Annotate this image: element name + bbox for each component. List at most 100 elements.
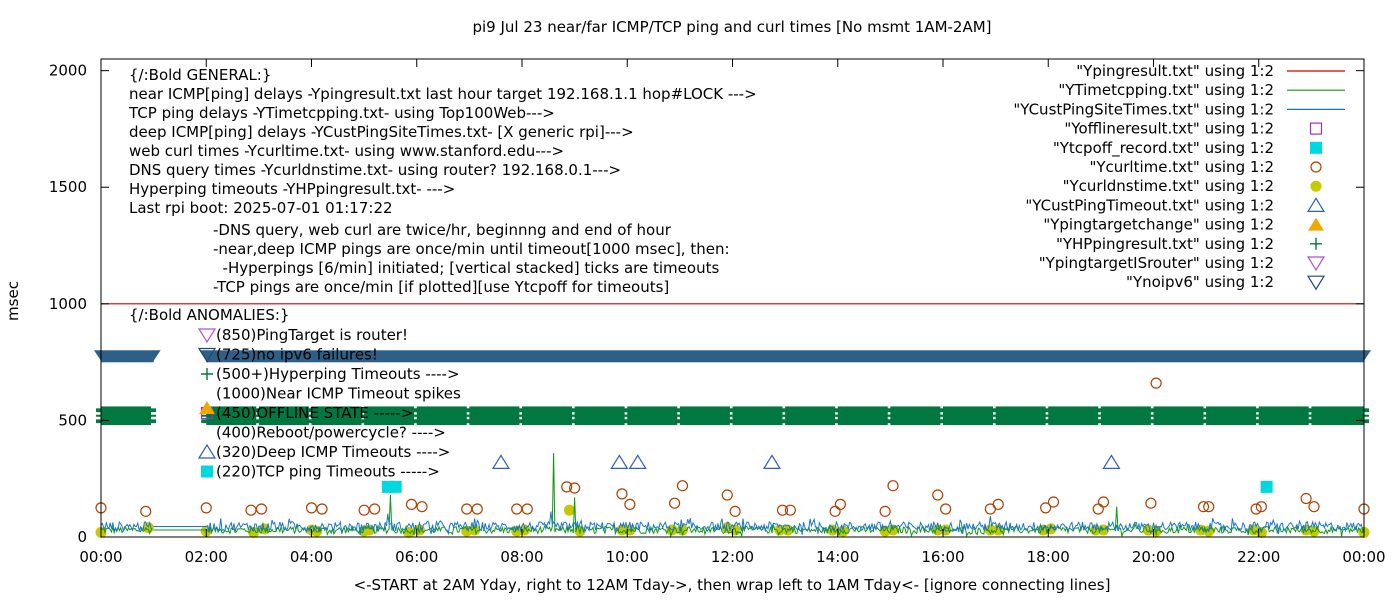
annotation-anomaly: (725)no ipv6 failures! xyxy=(216,346,378,364)
legend-label: "YHPpingresult.txt" using 1:2 xyxy=(1056,235,1274,253)
x-tick-label: 14:00 xyxy=(816,548,859,566)
data-point xyxy=(1102,454,1121,469)
noipv6-band-edge xyxy=(1363,350,1371,363)
data-point xyxy=(358,504,370,516)
noipv6-band xyxy=(101,350,154,363)
data-point xyxy=(669,497,681,509)
hyperping-timeout-block xyxy=(522,406,572,426)
data-point xyxy=(834,498,846,510)
anomaly-marker xyxy=(197,347,217,363)
hyperping-timeout-block xyxy=(1048,406,1099,426)
data-point xyxy=(1150,377,1162,389)
data-point xyxy=(774,524,786,536)
legend-label: "Ypingresult.txt" using 1:2 xyxy=(1076,62,1274,80)
data-point xyxy=(616,488,628,500)
annotation-anomaly: (320)Deep ICMP Timeouts ----> xyxy=(216,443,450,461)
annotation-general: Hyperping timeouts -YHPpingresult.txt- -… xyxy=(129,180,455,198)
hyperping-timeout-block xyxy=(995,406,1046,426)
x-tick-label: 22:00 xyxy=(1237,548,1280,566)
hyperping-timeout-block xyxy=(943,406,993,426)
data-point xyxy=(628,454,647,469)
legend-label: "YCustPingTimeout.txt" using 1:2 xyxy=(1025,196,1274,214)
data-point xyxy=(389,480,402,493)
legend-label: "Ycurldnstime.txt" using 1:2 xyxy=(1063,177,1274,195)
series-6 xyxy=(381,480,1273,493)
x-tick-label: 20:00 xyxy=(1132,548,1175,566)
legend-label: "YCustPingSiteTimes.txt" using 1:2 xyxy=(1013,100,1274,118)
data-point xyxy=(416,501,428,513)
legend-label: "YpingtargetISrouter" using 1:2 xyxy=(1039,254,1274,272)
hyperping-timeout-block xyxy=(311,406,362,426)
noise-series-line xyxy=(100,453,1365,538)
series-1 xyxy=(94,350,1371,363)
data-point xyxy=(784,504,796,516)
plot-data-layer xyxy=(94,303,1371,538)
data-point xyxy=(762,454,782,469)
hyperping-timeout-block xyxy=(416,406,467,426)
axes: 0 500 1000 1500 2000 00:00 02:00 04:00 06:00 08:0… xyxy=(49,58,1386,566)
legend-swatch xyxy=(1309,122,1323,135)
data-point xyxy=(245,504,257,516)
annotation-anomaly: (850)PingTarget is router! xyxy=(216,326,408,344)
y-axis-label: msec xyxy=(4,281,22,321)
y-tick-label: 1500 xyxy=(49,178,87,196)
anomaly-marker xyxy=(201,368,213,380)
legend-label: "Ytcpoff_record.txt" using 1:2 xyxy=(1053,139,1274,158)
legend-swatch xyxy=(1310,141,1322,154)
data-point xyxy=(469,524,481,536)
data-point xyxy=(1097,496,1110,508)
legend-label: "YTimetcpping.txt" using 1:2 xyxy=(1058,81,1274,99)
x-tick-label: 12:00 xyxy=(711,548,754,566)
legend-label: "Ycurltime.txt" using 1:2 xyxy=(1089,158,1274,176)
data-point xyxy=(369,503,381,515)
hyperping-timeout-block xyxy=(1258,406,1309,426)
data-point xyxy=(992,498,1004,510)
data-point xyxy=(940,503,952,515)
data-point xyxy=(829,505,841,517)
data-point xyxy=(1260,480,1273,493)
hyperping-timeout-block xyxy=(627,406,678,426)
annotation-general: Last rpi boot: 2025-07-01 01:17:22 xyxy=(129,199,393,217)
x-tick-label: 18:00 xyxy=(1027,548,1070,566)
legend-swatch xyxy=(1306,197,1326,212)
series-5 xyxy=(491,454,1121,469)
y-tick-label: 500 xyxy=(58,411,87,429)
data-point xyxy=(200,502,212,514)
data-point xyxy=(471,503,483,515)
hyperping-timeout-block xyxy=(837,406,888,426)
legend-swatch xyxy=(1308,217,1324,231)
hyperping-timeout-block xyxy=(258,406,309,426)
legend-swatch xyxy=(1306,275,1326,291)
hyperping-timeout-block xyxy=(679,406,730,426)
data-point xyxy=(721,489,733,501)
legend-label: "Ypingtargetchange" using 1:2 xyxy=(1043,216,1274,234)
hyperping-timeout-block xyxy=(101,406,151,426)
data-point xyxy=(1308,501,1320,513)
noipv6-band xyxy=(206,350,1364,363)
series-7 xyxy=(100,453,1365,538)
legend-swatch xyxy=(1310,180,1322,192)
data-point xyxy=(1300,492,1312,505)
annotation-note: -Hyperpings [6/min] initiated; [vertical… xyxy=(213,259,719,277)
anomaly-marker xyxy=(197,443,217,459)
annotation-anomaly: (450)OFFLINE STATE -----> xyxy=(216,404,413,422)
data-point xyxy=(563,504,575,516)
annotation-general: web curl times -Ycurltime.txt- using www… xyxy=(129,142,564,160)
anomaly-marker xyxy=(197,328,217,344)
data-point xyxy=(887,480,899,492)
data-point xyxy=(932,489,944,501)
y-tick-label: 0 xyxy=(77,528,87,546)
data-point xyxy=(561,481,573,493)
hyperping-timeout-block xyxy=(1206,406,1257,426)
data-point xyxy=(521,503,533,515)
legend-label: "Ynoipv6" using 1:2 xyxy=(1126,273,1274,291)
annotation-anomaly: (220)TCP ping Timeouts -----> xyxy=(216,463,440,481)
x-tick-label: 06:00 xyxy=(395,548,438,566)
data-point xyxy=(1250,503,1262,515)
data-point xyxy=(1092,503,1104,515)
hyperping-timeout-block xyxy=(469,406,520,426)
legend-swatch xyxy=(1306,256,1326,272)
legend-swatch xyxy=(1310,237,1322,250)
data-point xyxy=(491,454,511,469)
